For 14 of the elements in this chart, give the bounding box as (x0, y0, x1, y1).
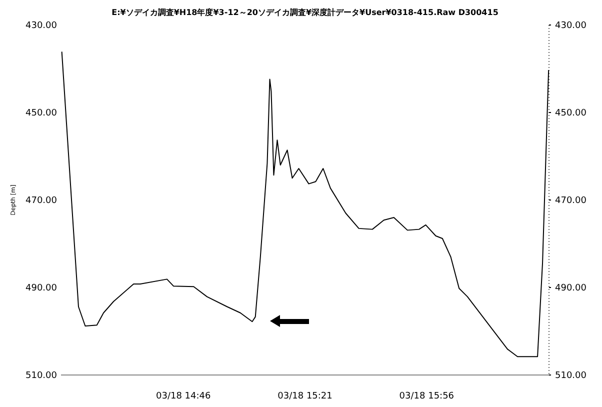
y-tick-label: 510.00 (26, 370, 58, 381)
y-tick-label: 470.00 (26, 196, 58, 206)
y2-tick-label: 490.00 (555, 283, 587, 294)
y2-tick-label: 510.00 (555, 370, 587, 381)
y-tick-label: 490.00 (26, 283, 58, 294)
chart-title: E:¥ソデイカ調査¥H18年度¥3-12～20ソデイカ調査¥深度計データ¥User¥0318-415.Raw D300415 (112, 7, 499, 17)
x-tick-label: 03/18 14:46 (156, 391, 211, 402)
y-tick-label: 430.00 (26, 20, 58, 31)
y-tick-label: 450.00 (26, 108, 58, 118)
y2-tick-label: 430.00 (555, 20, 587, 31)
y2-tick-label: 450.00 (555, 108, 587, 118)
x-tick-label: 03/18 15:21 (278, 391, 332, 402)
y2-tick-label: 470.00 (555, 196, 587, 206)
x-tick-label: 03/18 15:56 (399, 391, 454, 402)
